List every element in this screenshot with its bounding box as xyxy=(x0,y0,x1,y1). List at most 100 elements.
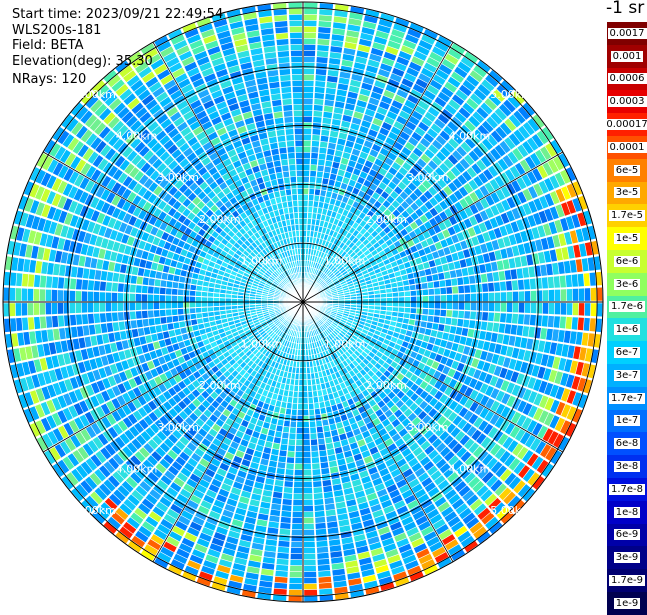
range-gate-cell xyxy=(341,121,350,128)
range-gate-cell xyxy=(304,572,316,578)
range-gate-cell xyxy=(304,171,310,177)
range-gate-cell xyxy=(304,488,313,494)
range-gate-cell xyxy=(100,282,106,291)
range-gate-cell xyxy=(330,467,339,474)
range-gate-cell xyxy=(303,392,307,398)
range-gate-cell xyxy=(497,334,504,344)
range-gate-cell xyxy=(190,308,196,313)
range-gate-cell xyxy=(597,303,603,316)
range-gate-cell xyxy=(304,141,311,147)
range-gate-cell xyxy=(335,496,345,503)
range-gate-cell xyxy=(558,262,565,274)
range-gate-cell xyxy=(232,299,238,302)
range-gate-cell xyxy=(387,307,393,311)
range-gate-cell xyxy=(120,331,127,340)
range-gate-cell xyxy=(268,467,277,474)
range-gate-cell xyxy=(558,330,565,342)
range-gate-cell xyxy=(298,410,303,416)
range-gate-cell xyxy=(381,306,387,310)
range-gate-cell xyxy=(317,553,329,559)
range-gate-cell xyxy=(505,270,512,280)
range-gate-cell xyxy=(172,296,178,302)
range-gate-cell xyxy=(173,275,179,282)
range-gate-cell xyxy=(296,434,302,440)
range-gate-cell xyxy=(573,289,579,301)
range-gate-cell xyxy=(284,481,293,487)
range-gate-cell xyxy=(326,155,333,162)
range-gate-cell xyxy=(178,309,184,315)
range-gate-cell xyxy=(546,264,553,276)
range-gate-cell xyxy=(337,459,345,466)
range-gate-cell xyxy=(292,518,302,524)
range-gate-cell xyxy=(311,159,318,165)
range-gate-cell xyxy=(64,303,70,314)
range-gate-cell xyxy=(76,291,82,301)
range-gate-cell xyxy=(311,147,318,153)
range-gate-cell xyxy=(283,493,292,499)
range-gate-cell xyxy=(491,262,498,272)
range-gate-cell xyxy=(393,307,399,312)
range-gate-cell xyxy=(423,303,429,309)
range-gate-cell xyxy=(343,54,355,61)
range-gate-cell xyxy=(95,324,102,334)
range-gate-cell xyxy=(497,261,504,271)
range-gate-cell xyxy=(107,272,113,281)
range-gate-cell xyxy=(441,303,447,309)
range-gate-cell xyxy=(555,303,561,314)
range-gate-cell xyxy=(283,427,289,433)
range-gate-cell xyxy=(82,314,88,324)
range-gate-cell xyxy=(326,510,336,517)
range-gate-cell xyxy=(405,302,411,307)
range-gate-cell xyxy=(469,276,475,284)
range-gate-cell xyxy=(46,316,52,328)
range-gate-cell xyxy=(525,291,531,301)
range-gate-cell xyxy=(52,277,58,288)
range-gate-cell xyxy=(85,337,92,348)
range-gate-cell xyxy=(160,317,166,324)
range-gate-cell xyxy=(342,537,354,544)
range-gate-cell xyxy=(549,303,555,314)
range-gate-cell xyxy=(411,302,417,307)
range-gate-cell xyxy=(543,303,549,314)
range-gate-cell xyxy=(429,303,435,309)
range-gate-cell xyxy=(263,447,271,454)
range-gate-cell xyxy=(309,410,314,416)
range-gate-cell xyxy=(196,308,202,313)
range-gate-cell xyxy=(304,434,310,440)
range-gate-cell xyxy=(519,291,525,301)
range-gate-cell xyxy=(460,259,467,267)
range-gate-cell xyxy=(265,441,273,448)
range-gate-cell xyxy=(298,392,302,398)
range-gate-cell xyxy=(58,277,64,288)
range-gate-cell xyxy=(190,302,196,307)
range-gate-cell xyxy=(304,129,312,135)
range-gate-cell xyxy=(293,500,302,506)
range-gate-cell xyxy=(317,541,328,547)
range-gate-cell xyxy=(303,201,308,207)
range-gate-cell xyxy=(309,183,315,189)
range-gate-cell xyxy=(284,487,293,493)
range-gate-cell xyxy=(303,213,307,219)
range-gate-cell xyxy=(311,439,318,445)
range-gate-cell xyxy=(64,315,70,326)
range-gate-cell xyxy=(59,328,66,339)
range-gate-cell xyxy=(317,165,324,171)
range-gate-cell xyxy=(232,302,238,305)
range-gate-cell xyxy=(122,255,129,264)
range-gate-cell xyxy=(264,484,273,491)
range-gate-cell xyxy=(321,462,329,468)
range-gate-cell xyxy=(585,288,591,301)
range-gate-cell xyxy=(130,294,136,302)
range-gate-cell xyxy=(106,303,112,312)
range-gate-cell xyxy=(339,133,348,140)
range-gate-cell xyxy=(256,476,265,483)
range-gate-cell xyxy=(269,461,277,468)
range-gate-cell xyxy=(41,330,48,342)
range-gate-cell xyxy=(503,259,510,269)
range-gate-cell xyxy=(337,89,347,96)
range-gate-cell xyxy=(295,464,303,470)
range-gate-cell xyxy=(315,87,325,93)
range-gate-cell xyxy=(503,335,510,345)
range-gate-cell xyxy=(10,288,16,301)
range-gate-cell xyxy=(438,324,444,331)
